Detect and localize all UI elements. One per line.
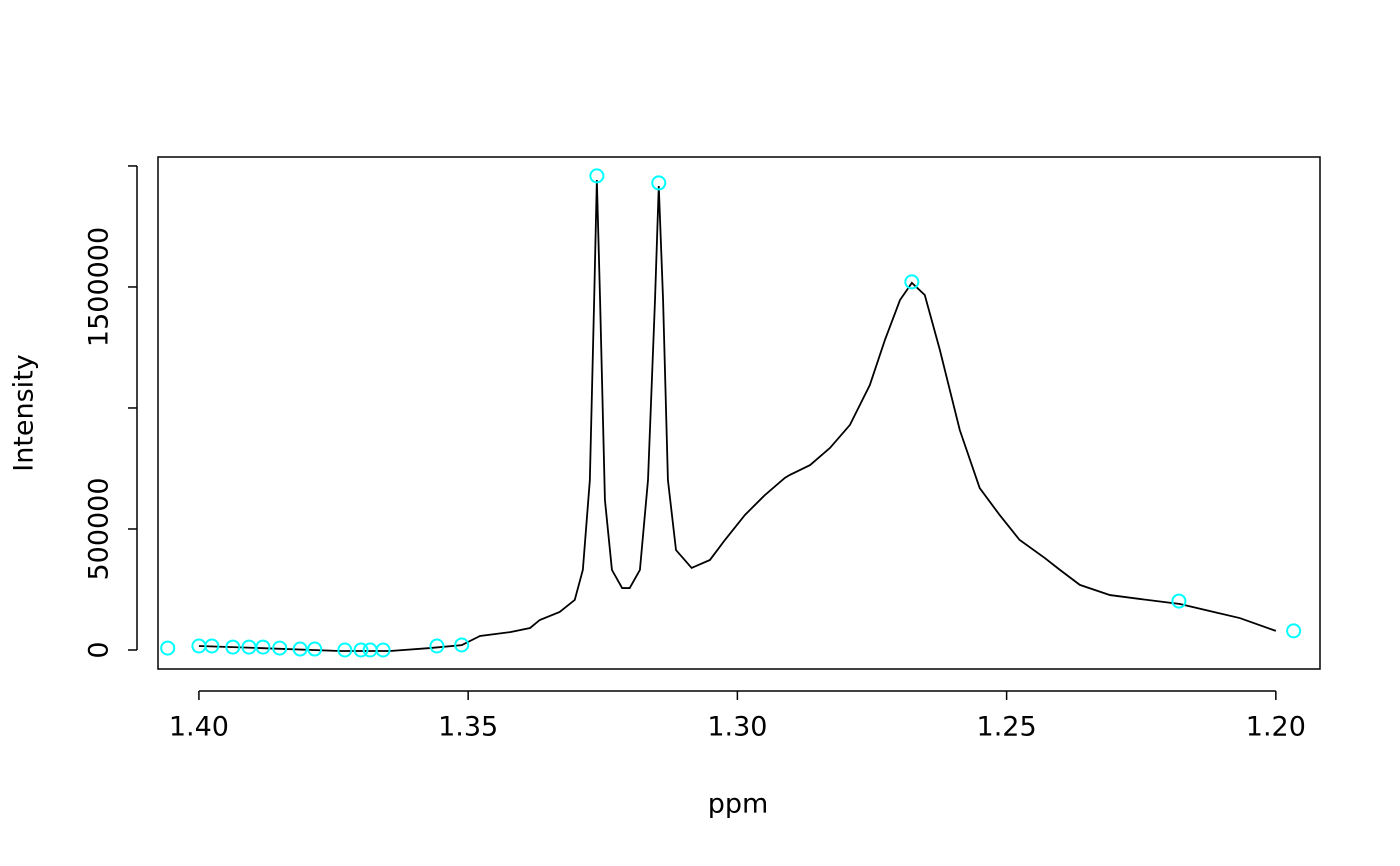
- peak-point: [307, 641, 323, 657]
- peak-point: [454, 637, 470, 653]
- y-tick-label: 0: [84, 641, 115, 658]
- y-tick-label: 1500000: [84, 227, 115, 347]
- peak-point: [255, 639, 271, 655]
- peak-point: [160, 640, 176, 656]
- peak-point: [204, 638, 220, 654]
- plot-frame: [157, 156, 1321, 670]
- x-tick-label: 1.25: [977, 712, 1037, 743]
- peak-point: [1286, 623, 1302, 639]
- peak-point: [429, 638, 445, 654]
- peak-point: [337, 642, 353, 658]
- peak-point: [904, 274, 920, 290]
- peak-point: [353, 642, 369, 658]
- x-axis-label: ppm: [708, 789, 769, 820]
- peak-point: [272, 640, 288, 656]
- peak-point: [1171, 593, 1187, 609]
- peak-point: [375, 642, 391, 658]
- x-tick-label: 1.35: [438, 712, 498, 743]
- peak-point: [651, 175, 667, 191]
- y-tick-label: 500000: [84, 477, 115, 580]
- peak-point: [292, 641, 308, 657]
- peak-point: [225, 639, 241, 655]
- x-tick-label: 1.30: [707, 712, 767, 743]
- x-tick-label: 1.20: [1246, 712, 1306, 743]
- peak-point: [589, 168, 605, 184]
- peak-point: [362, 642, 378, 658]
- x-tick-label: 1.40: [169, 712, 229, 743]
- y-axis-label: Intensity: [9, 354, 40, 472]
- spectrum-line: [198, 179, 1277, 652]
